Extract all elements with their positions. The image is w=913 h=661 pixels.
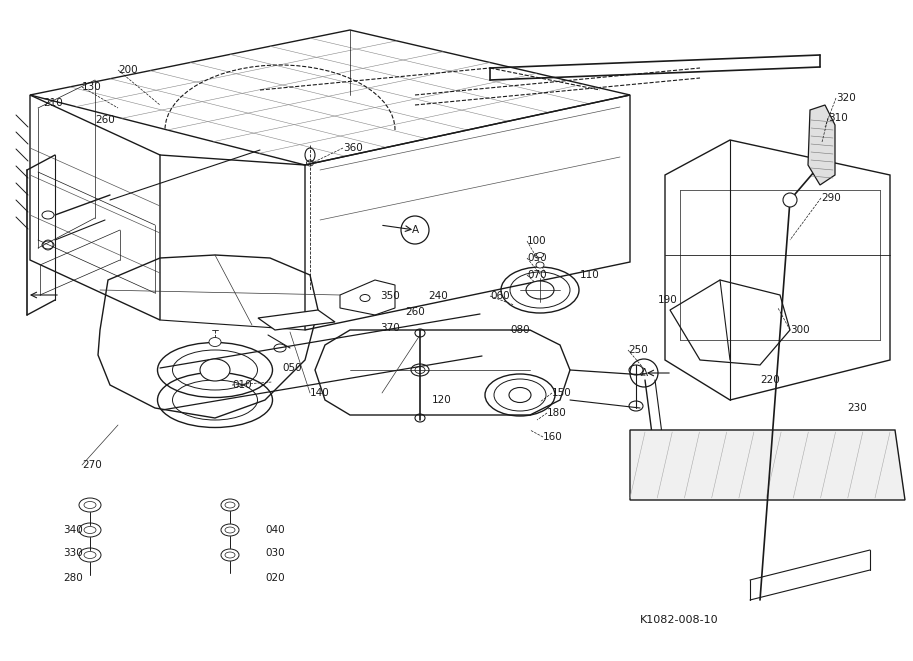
Text: A: A	[640, 368, 647, 378]
Text: 150: 150	[552, 388, 572, 398]
Ellipse shape	[526, 281, 554, 299]
Text: 330: 330	[63, 548, 83, 558]
Text: 080: 080	[510, 325, 530, 335]
Ellipse shape	[509, 387, 531, 403]
Ellipse shape	[209, 338, 221, 346]
Text: 340: 340	[63, 525, 83, 535]
Text: 270: 270	[82, 460, 101, 470]
Text: 260: 260	[95, 115, 115, 125]
Text: 160: 160	[543, 432, 562, 442]
Text: 290: 290	[821, 193, 841, 203]
Text: 250: 250	[628, 345, 647, 355]
Text: 310: 310	[828, 113, 848, 123]
Text: 260: 260	[405, 307, 425, 317]
Text: 300: 300	[790, 325, 810, 335]
Text: 070: 070	[527, 270, 547, 280]
Text: 200: 200	[118, 65, 138, 75]
Text: 090: 090	[527, 253, 547, 263]
Text: 030: 030	[265, 548, 285, 558]
Text: 190: 190	[658, 295, 677, 305]
Text: 220: 220	[760, 375, 780, 385]
Text: K1082-008-10: K1082-008-10	[640, 615, 719, 625]
Polygon shape	[808, 105, 835, 185]
Text: 120: 120	[432, 395, 452, 405]
Text: 230: 230	[847, 403, 866, 413]
Text: 050: 050	[282, 363, 301, 373]
Polygon shape	[258, 310, 335, 330]
Text: 140: 140	[310, 388, 330, 398]
Text: 180: 180	[547, 408, 567, 418]
Text: 010: 010	[232, 380, 252, 390]
Text: 320: 320	[836, 93, 855, 103]
Ellipse shape	[783, 193, 797, 207]
Text: 110: 110	[580, 270, 600, 280]
Text: 370: 370	[380, 323, 400, 333]
Text: A: A	[412, 225, 418, 235]
Text: 100: 100	[527, 236, 547, 246]
Text: 350: 350	[380, 291, 400, 301]
Polygon shape	[630, 430, 905, 500]
Text: 240: 240	[428, 291, 447, 301]
Text: 060: 060	[490, 291, 509, 301]
Ellipse shape	[200, 359, 230, 381]
Text: 210: 210	[43, 98, 63, 108]
Ellipse shape	[537, 253, 543, 258]
Text: 040: 040	[265, 525, 285, 535]
Text: 020: 020	[265, 573, 285, 583]
Text: 130: 130	[82, 82, 101, 92]
Ellipse shape	[536, 262, 544, 268]
Text: 280: 280	[63, 573, 83, 583]
Text: 360: 360	[343, 143, 362, 153]
